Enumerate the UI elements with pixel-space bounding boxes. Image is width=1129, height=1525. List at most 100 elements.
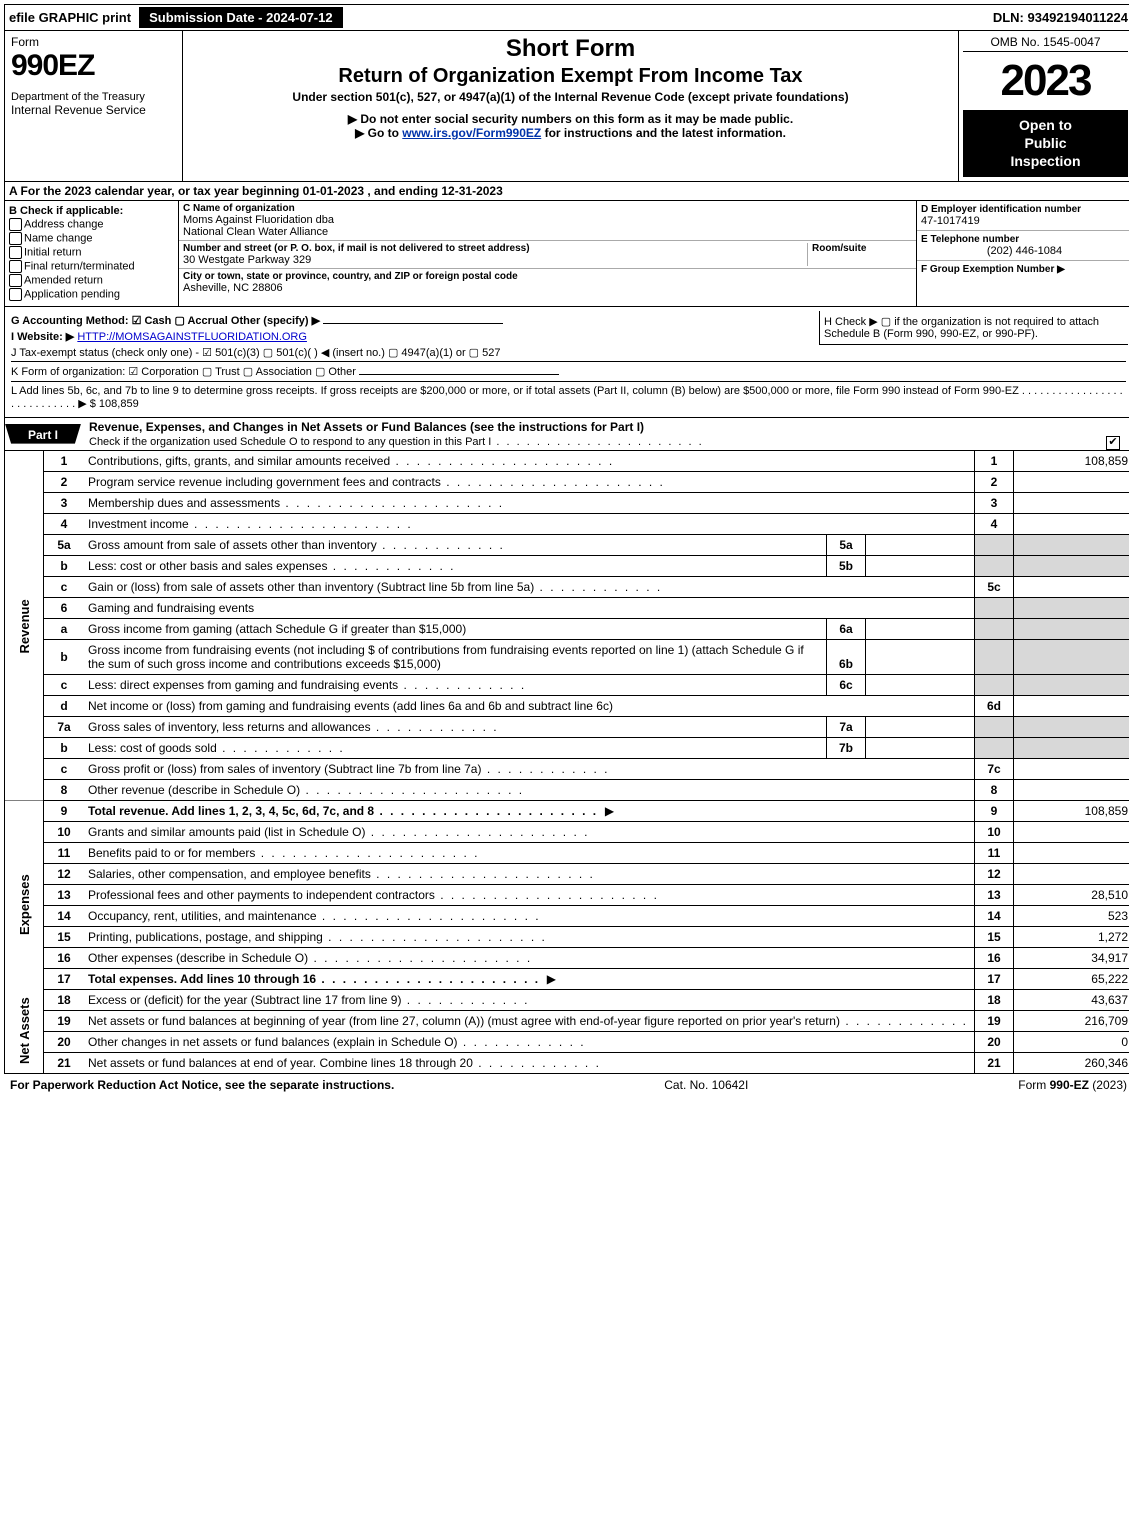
line-rightnum: 1 [975,451,1014,472]
line-num: 19 [44,1010,85,1031]
line-num: 4 [44,513,85,534]
line-rightnum [975,716,1014,737]
checkbox-name-change[interactable]: Name change [9,232,174,245]
checkbox-address-change[interactable]: Address change [9,218,174,231]
website-link[interactable]: HTTP://MOMSAGAINSTFLUORIDATION.ORG [77,331,307,343]
line-num: 16 [44,947,85,968]
line-desc: Less: cost of goods sold [84,737,827,758]
line-num: 14 [44,905,85,926]
line-desc: Gaming and fundraising events [84,597,975,618]
line-desc: Membership dues and assessments [84,492,975,513]
line-midnum: 5a [827,534,866,555]
org-address: 30 Westgate Parkway 329 [183,254,807,266]
footer-left: For Paperwork Reduction Act Notice, see … [10,1078,394,1092]
subtitle-3: ▶ Go to www.irs.gov/Form990EZ for instru… [187,126,954,140]
line-desc: Net assets or fund balances at beginning… [84,1010,975,1031]
line-value [1014,534,1129,555]
checkbox-amended-return[interactable]: Amended return [9,274,174,287]
section-c: C Name of organization Moms Against Fluo… [179,201,917,306]
line-num: 15 [44,926,85,947]
line-desc: Gain or (loss) from sale of assets other… [84,576,975,597]
line-num: 5a [44,534,85,555]
line-value: 216,709 [1014,1010,1129,1031]
line-desc: Occupancy, rent, utilities, and maintena… [84,905,975,926]
label-org-name: C Name of organization [183,203,912,214]
line-midnum: 6c [827,674,866,695]
section-b-title: B Check if applicable: [9,205,174,217]
line-num: c [44,674,85,695]
open-line-1: Open to [967,116,1124,134]
line-num: 11 [44,842,85,863]
line-midnum: 6b [827,639,866,674]
checkbox-application-pending[interactable]: Application pending [9,288,174,301]
line-desc: Net assets or fund balances at end of ye… [84,1052,975,1073]
page-footer: For Paperwork Reduction Act Notice, see … [4,1074,1129,1096]
line-value [1014,576,1129,597]
line-value [1014,492,1129,513]
line-rightnum: 15 [975,926,1014,947]
line-desc: Investment income [84,513,975,534]
line-value [1014,597,1129,618]
line-midval [866,618,975,639]
label-room: Room/suite [812,243,912,254]
line-midval [866,639,975,674]
line-rightnum: 4 [975,513,1014,534]
line-rightnum [975,639,1014,674]
line-value [1014,695,1129,716]
section-def: D Employer identification number 47-1017… [917,201,1129,306]
line-value [1014,471,1129,492]
line-value [1014,716,1129,737]
line-num: 21 [44,1052,85,1073]
header-left: Form 990EZ Department of the Treasury In… [5,31,183,181]
line-desc: Total expenses. Add lines 10 through 16 … [84,968,975,989]
line-rightnum: 7c [975,758,1014,779]
label-city: City or town, state or province, country… [183,271,912,282]
line-num: 12 [44,863,85,884]
top-bar-left: efile GRAPHIC print Submission Date - 20… [9,7,343,28]
line-num: 20 [44,1031,85,1052]
line-midnum: 5b [827,555,866,576]
line-num: b [44,555,85,576]
section-l: L Add lines 5b, 6c, and 7b to line 9 to … [11,381,1126,410]
part-1-subtitle-row: Check if the organization used Schedule … [89,436,1129,450]
line-rightnum: 6d [975,695,1014,716]
line-rightnum: 16 [975,947,1014,968]
header-center: Short Form Return of Organization Exempt… [183,31,959,181]
short-form-title: Short Form [187,35,954,63]
checkbox-initial-return[interactable]: Initial return [9,246,174,259]
instructions-link[interactable]: www.irs.gov/Form990EZ [402,126,541,140]
line-value: 1,272 [1014,926,1129,947]
line-desc: Total revenue. Add lines 1, 2, 3, 4, 5c,… [84,800,975,821]
line-num: 17 [44,968,85,989]
form-number: 990EZ [11,49,176,83]
line-num: 2 [44,471,85,492]
label-address: Number and street (or P. O. box, if mail… [183,243,807,254]
line-num: b [44,737,85,758]
line-num: a [44,618,85,639]
line-rightnum [975,737,1014,758]
line-num: 6 [44,597,85,618]
part-1-checkbox[interactable]: ✔ [1106,436,1120,450]
submission-date-button[interactable]: Submission Date - 2024-07-12 [139,7,343,28]
footer-right: Form 990-EZ (2023) [1018,1078,1127,1092]
tax-year: 2023 [963,52,1128,110]
line-desc: Less: direct expenses from gaming and fu… [84,674,827,695]
line-rightnum: 12 [975,863,1014,884]
line-rightnum: 9 [975,800,1014,821]
sidebar-expenses: Expenses [5,821,44,989]
line-rightnum: 20 [975,1031,1014,1052]
line-rightnum: 17 [975,968,1014,989]
line-value: 108,859 [1014,451,1129,472]
org-name-2: National Clean Water Alliance [183,226,912,238]
checkbox-final-return[interactable]: Final return/terminated [9,260,174,273]
header-right: OMB No. 1545-0047 2023 Open to Public In… [959,31,1129,181]
efile-print-button[interactable]: efile GRAPHIC print [9,10,131,25]
form-table: Revenue 1 Contributions, gifts, grants, … [4,451,1129,1074]
line-value [1014,674,1129,695]
block-bcdef: B Check if applicable: Address change Na… [4,201,1129,307]
line-midnum: 6a [827,618,866,639]
org-name-1: Moms Against Fluoridation dba [183,214,912,226]
label-ein: D Employer identification number [921,204,1128,215]
line-midval [866,534,975,555]
line-value: 108,859 [1014,800,1129,821]
